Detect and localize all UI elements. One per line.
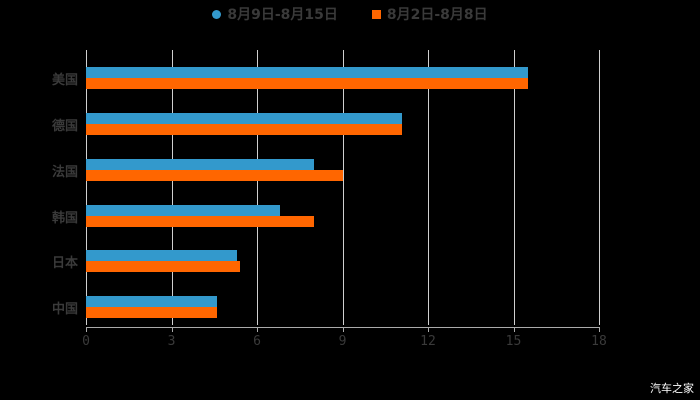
- bar[interactable]: [86, 250, 238, 262]
- legend-square-marker-icon: [371, 9, 381, 19]
- x-tick-label: 18: [591, 334, 607, 349]
- x-tick: [428, 327, 429, 332]
- bar[interactable]: [86, 261, 240, 273]
- x-tick-label: 0: [82, 334, 90, 349]
- x-tick-label: 3: [167, 334, 176, 349]
- gridline: [171, 50, 173, 325]
- chart-legend: 8月9日-8月15日 8月2日-8月8日: [0, 4, 700, 24]
- x-tick-label: 6: [253, 334, 261, 349]
- x-tick: [257, 327, 258, 332]
- legend-item-series-2[interactable]: 8月2日-8月8日: [371, 4, 488, 24]
- category-label: 中国: [51, 302, 78, 318]
- category-label: 美国: [51, 73, 78, 88]
- gridline: [428, 50, 429, 325]
- x-tick: [513, 327, 515, 332]
- legend-circle-marker-icon: [212, 9, 222, 19]
- bar[interactable]: [86, 215, 314, 227]
- category-label: 日本: [51, 256, 78, 272]
- bar[interactable]: [86, 204, 280, 216]
- watermark: 汽车之家: [650, 382, 694, 395]
- x-tick-label: 12: [420, 334, 436, 349]
- gridline: [257, 50, 258, 325]
- bar[interactable]: [86, 296, 218, 308]
- gridline: [599, 50, 600, 325]
- legend-label: 8月9日-8月15日: [227, 7, 338, 23]
- x-tick-label: 9: [338, 334, 347, 349]
- x-tick-label: 15: [505, 334, 522, 349]
- legend-item-series-1[interactable]: 8月9日-8月15日: [212, 4, 338, 24]
- gridline: [86, 50, 87, 325]
- x-tick: [171, 327, 173, 332]
- bar[interactable]: [86, 112, 403, 124]
- plot-area: [86, 50, 600, 325]
- x-tick: [86, 327, 87, 332]
- legend-label: 8月2日-8月8日: [386, 7, 488, 23]
- bar[interactable]: [86, 123, 403, 135]
- category-label: 德国: [51, 118, 78, 134]
- x-tick: [342, 327, 344, 332]
- gridline: [513, 50, 515, 325]
- bar[interactable]: [86, 158, 314, 170]
- category-label: 韩国: [51, 210, 78, 226]
- bar[interactable]: [86, 78, 528, 89]
- bar[interactable]: [86, 307, 218, 319]
- x-tick: [599, 327, 600, 332]
- bar[interactable]: [86, 169, 343, 181]
- category-label: 法国: [51, 164, 78, 180]
- gridline: [342, 50, 344, 325]
- bar[interactable]: [86, 67, 528, 78]
